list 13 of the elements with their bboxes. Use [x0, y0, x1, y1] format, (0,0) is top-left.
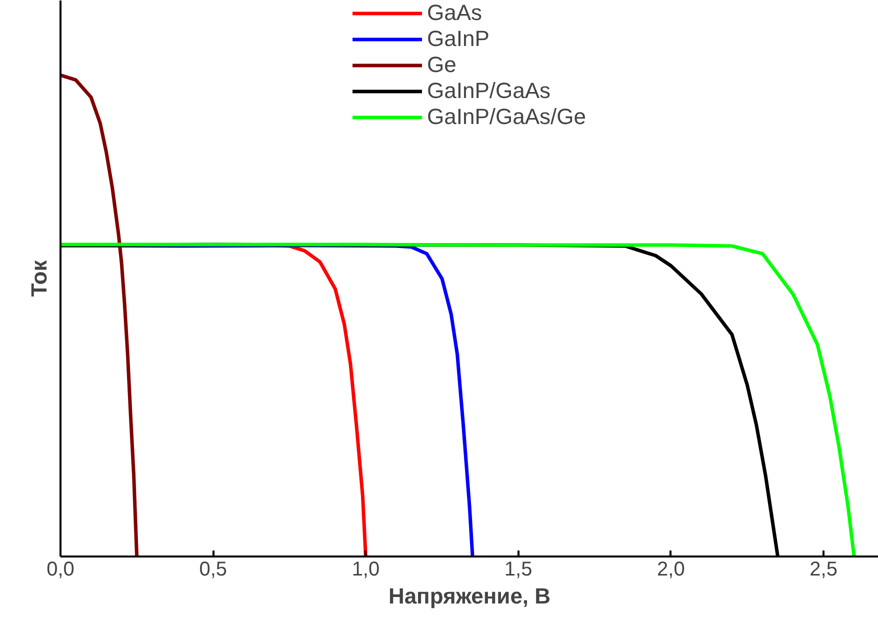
x-tick-label: 0,0 [46, 558, 74, 580]
x-tick-label: 2,5 [810, 558, 838, 580]
legend-label: GaInP/GaAs [427, 78, 551, 104]
x-tick-label: 0,5 [199, 558, 228, 580]
legend-label: Ge [427, 52, 456, 78]
legend-label: GaInP [427, 26, 490, 52]
legend-label: GaInP/GaAs/Ge [427, 104, 586, 130]
x-tick-label: 1,0 [352, 558, 380, 580]
x-tick-label: 1,5 [504, 558, 532, 580]
x-tick-label: 2,0 [657, 558, 685, 580]
legend-label: GaAs [427, 0, 482, 26]
x-axis-title: Напряжение, В [388, 584, 551, 608]
y-axis-title: Ток [26, 259, 52, 297]
